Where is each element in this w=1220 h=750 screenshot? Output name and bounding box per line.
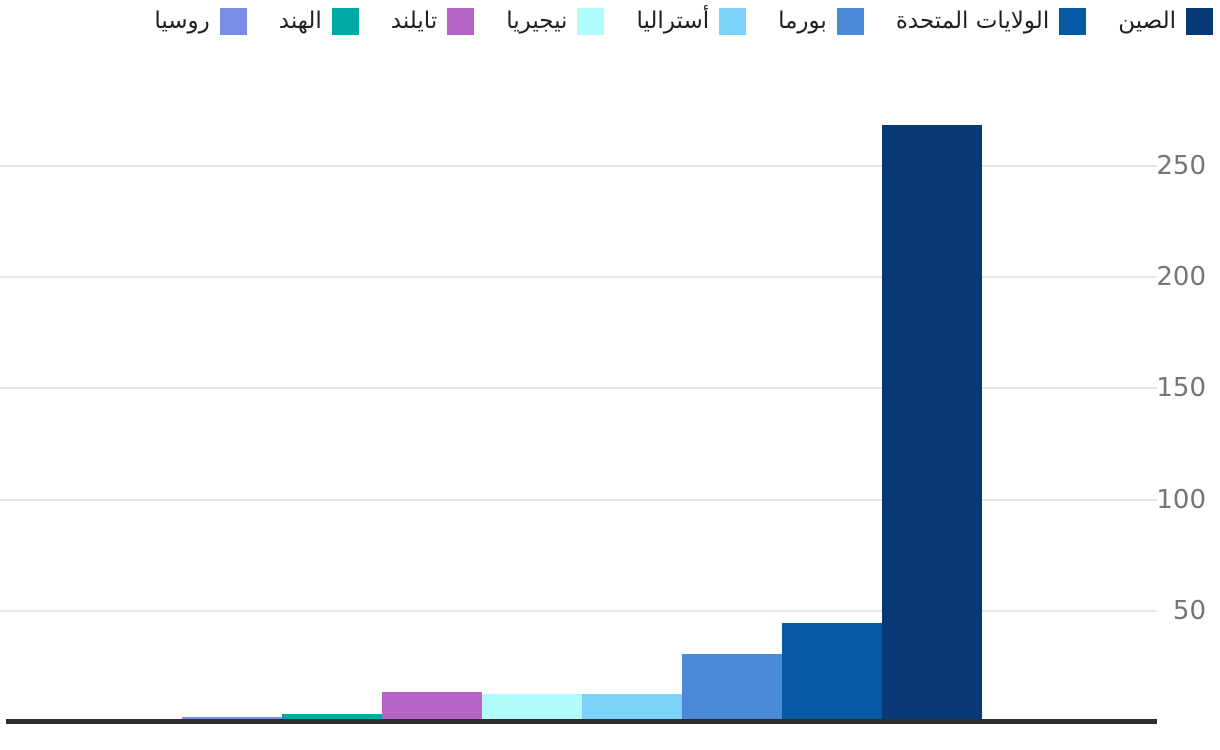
bar-5 — [582, 694, 682, 719]
bar-1 — [182, 717, 282, 719]
legend-label: الولايات المتحدة — [895, 8, 1050, 34]
chart-legend: الصين الولايات المتحدة بورما أستراليا ني… — [154, 6, 1213, 36]
bar-7 — [782, 623, 882, 719]
legend-label: نيجيريا — [506, 8, 568, 34]
legend-item[interactable]: أستراليا — [636, 6, 747, 36]
y-axis-tick-label: 200 — [1156, 262, 1206, 292]
bar-8 — [882, 125, 982, 719]
legend-label: بورما — [778, 8, 827, 34]
x-axis-line — [6, 719, 1157, 724]
y-axis-tick-label: 100 — [1156, 485, 1206, 515]
bar-6 — [682, 654, 782, 719]
legend-item[interactable]: الولايات المتحدة — [895, 6, 1087, 36]
y-gridline — [0, 499, 1157, 501]
legend-label: الهند — [278, 8, 322, 34]
legend-color-swatch — [577, 7, 605, 35]
legend-item[interactable]: الصين — [1118, 6, 1213, 36]
legend-label: روسيا — [154, 8, 210, 34]
legend-item[interactable]: بورما — [778, 6, 864, 36]
legend-item[interactable]: نيجيريا — [506, 6, 605, 36]
y-axis-tick-label: 250 — [1156, 151, 1206, 181]
legend-label: تايلند — [390, 8, 438, 34]
legend-item[interactable]: روسيا — [154, 6, 247, 36]
bar-2 — [282, 714, 382, 719]
legend-color-swatch — [1059, 7, 1087, 35]
legend-label: الصين — [1118, 8, 1176, 34]
legend-color-swatch — [1186, 7, 1213, 35]
y-gridline — [0, 387, 1157, 389]
legend-item[interactable]: تايلند — [390, 6, 475, 36]
y-axis-tick-label: 50 — [1172, 596, 1206, 626]
legend-color-swatch — [719, 7, 747, 35]
legend-label: أستراليا — [636, 8, 710, 34]
legend-color-swatch — [219, 7, 247, 35]
y-gridline — [0, 276, 1157, 278]
legend-color-swatch — [836, 7, 864, 35]
bar-3 — [382, 692, 482, 719]
legend-color-swatch — [331, 7, 359, 35]
legend-item[interactable]: الهند — [279, 6, 359, 36]
legend-color-swatch — [447, 7, 475, 35]
y-axis-tick-label: 150 — [1156, 373, 1206, 403]
y-gridline — [0, 610, 1157, 612]
bar-4 — [482, 694, 582, 719]
y-gridline — [0, 165, 1157, 167]
